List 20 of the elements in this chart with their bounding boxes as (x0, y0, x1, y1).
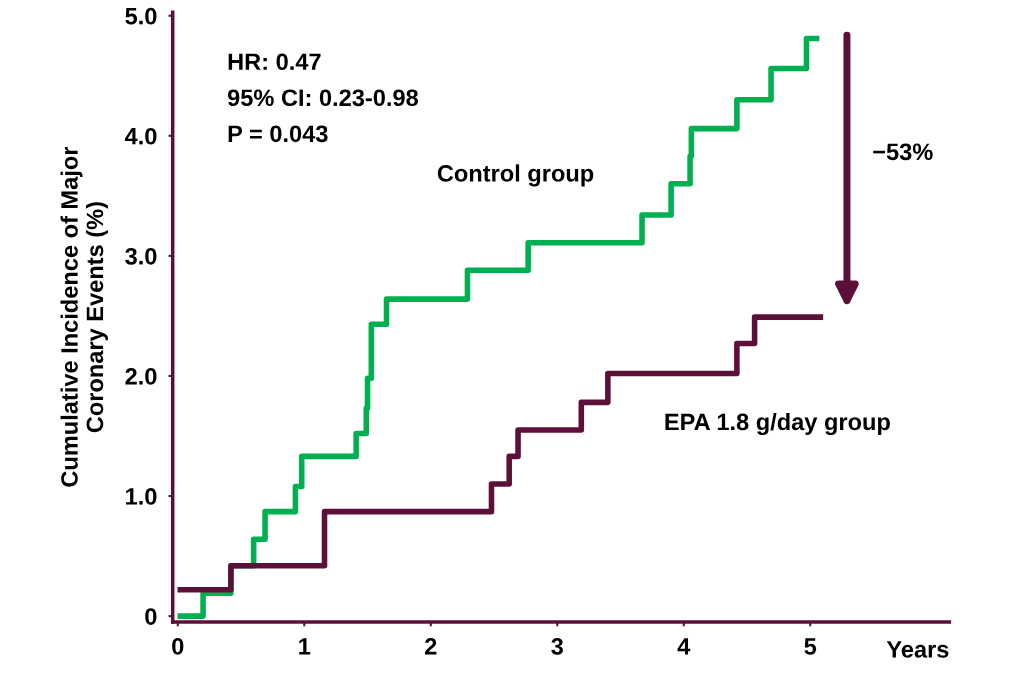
annotation: −53% (873, 143, 933, 161)
y-tick-label: 1.0 (126, 488, 157, 505)
y-tick-label: 2.0 (125, 368, 157, 385)
x-tick-label: 5 (804, 638, 817, 655)
x-tick-label: 1 (299, 638, 311, 655)
x-axis-title: Years (886, 641, 949, 658)
annotation: HR: 0.47 (228, 53, 321, 71)
y-tick-label: 3.0 (125, 247, 157, 265)
text: Control group (437, 164, 594, 187)
x-tick-label: 4 (677, 638, 691, 655)
y-tick-label: 5.0 (125, 7, 157, 25)
x-tick-label: 2 (425, 638, 437, 655)
annotation: 95% CI: 0.23-0.98 (227, 89, 418, 107)
x-tick-label: 3 (551, 638, 563, 655)
y-tick-label: 4.0 (124, 127, 157, 145)
y-axis-title: Cumulative Incidence of Major Coronary Events (%) (60, 146, 108, 487)
series-label: EPA 1.8 g/day group (665, 412, 890, 436)
y-tick-label: 0 (145, 608, 157, 625)
x-tick-label: 0 (172, 638, 184, 655)
annotation: P = 0.043 (228, 125, 328, 143)
